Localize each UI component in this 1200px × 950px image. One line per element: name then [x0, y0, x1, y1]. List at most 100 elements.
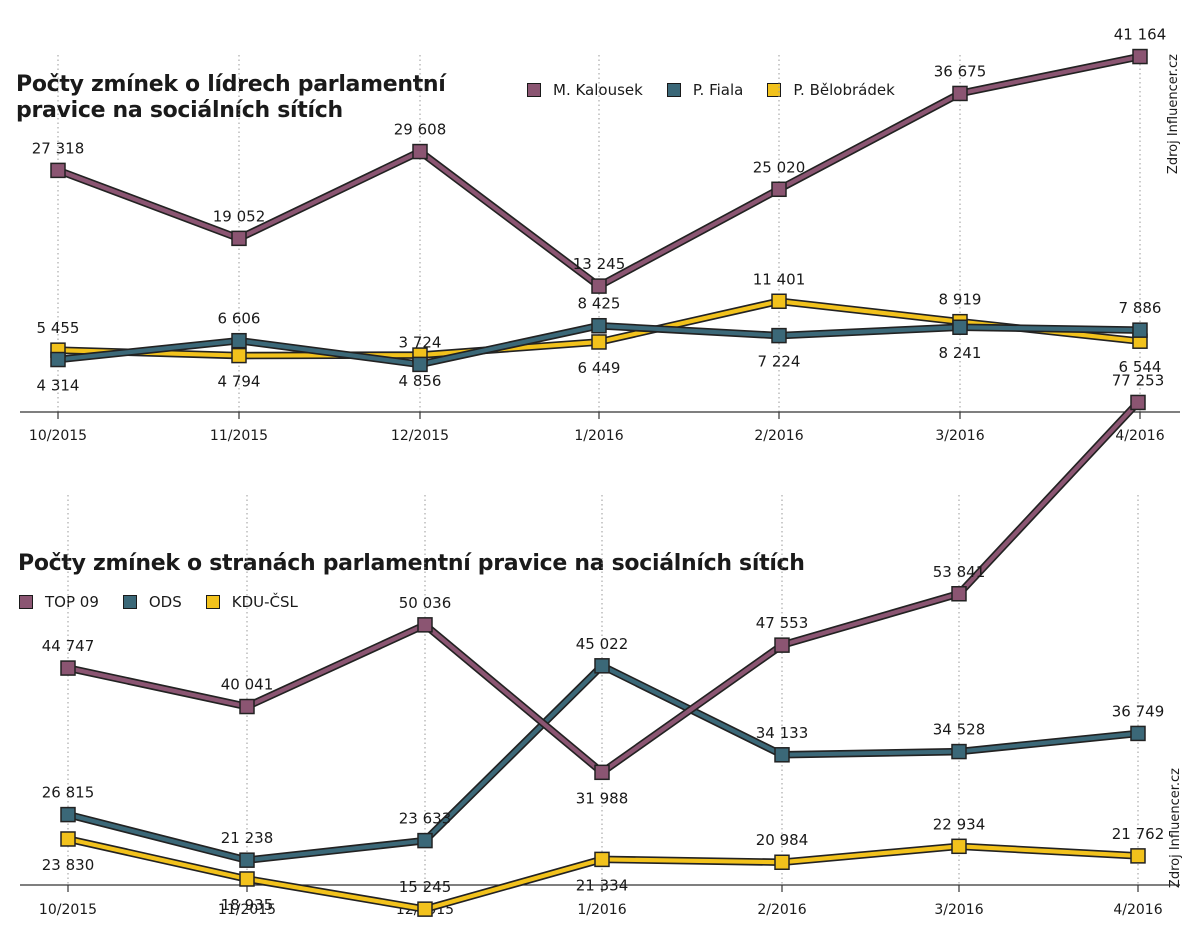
leaders-x-tick-label: 4/2016: [1115, 428, 1164, 444]
leaders-data-label-1-5: 8 241: [939, 344, 982, 362]
leaders-data-label-0-2: 29 608: [394, 121, 447, 139]
parties-data-label-0-0: 44 747: [42, 637, 95, 655]
leaders-point-2-3: [591, 334, 607, 350]
leaders-data-label-0-4: 25 020: [753, 158, 806, 176]
leaders-data-label-2-2: 4 856: [399, 372, 442, 390]
parties-point-0-4: [774, 637, 790, 653]
parties-point-0-2: [417, 617, 433, 633]
parties-data-label-1-1: 21 238: [221, 829, 274, 847]
leaders-point-0-4: [771, 181, 787, 198]
parties-x-tick-label: 1/2016: [577, 902, 626, 918]
leaders-data-label-2-3: 6 449: [578, 359, 621, 377]
leaders-point-2-4: [771, 293, 787, 310]
parties-data-label-0-5: 53 841: [933, 563, 986, 581]
leaders-point-0-3: [591, 278, 607, 294]
leaders-data-label-2-1: 4 794: [218, 373, 261, 391]
parties-data-label-2-0: 23 830: [42, 856, 95, 874]
leaders-data-label-0-0: 27 318: [32, 139, 85, 157]
parties-x-tick-label: 2/2016: [757, 902, 806, 918]
parties-point-0-3: [594, 764, 610, 781]
chart-title-leaders: Počty zmínek o lídrech parlamentní pravi…: [16, 72, 446, 123]
plot-leaders: 10/2015 11/2015 12/2015 1/2016 2/2016 3/2016 4…: [20, 26, 1180, 444]
parties-point-1-0: [60, 806, 76, 823]
legend-label-ods: ODS: [148, 593, 182, 611]
leaders-x-tick-label: 2/2016: [754, 428, 803, 444]
leaders-data-label-2-5: 8 919: [939, 291, 982, 309]
parties-data-label-1-0: 26 815: [42, 784, 95, 802]
legend-swatch-kalousek: [527, 83, 541, 97]
legend-label-kducsl: KDU-ČSL: [231, 593, 298, 611]
legend-item-kducsl: KDU-ČSL: [205, 593, 298, 611]
leaders-x-tick-label: 10/2015: [29, 428, 87, 444]
parties-data-label-1-5: 34 528: [933, 721, 986, 739]
parties-point-1-4: [774, 747, 790, 763]
parties-data-label-0-1: 40 041: [221, 676, 274, 694]
parties-series-line-0: [67, 401, 1140, 775]
legend-item-top09: TOP 09: [19, 593, 99, 611]
parties-point-0-6: [1130, 394, 1146, 411]
plot-parties: 10/2015 11/2015 12/2015 1/2016 2/2016 3/2016 4…: [20, 371, 1180, 918]
parties-point-1-3: [594, 658, 610, 674]
leaders-point-0-1: [231, 230, 247, 247]
parties-point-2-0: [60, 831, 76, 847]
parties-point-2-5: [951, 838, 967, 855]
parties-point-1-2: [417, 832, 433, 849]
leaders-point-1-6: [1132, 322, 1148, 338]
leaders-point-1-4: [771, 327, 787, 344]
leaders-point-1-2: [412, 356, 428, 373]
parties-data-label-1-2: 23 633: [399, 810, 452, 828]
legend-label-kalousek: M. Kalousek: [553, 81, 643, 99]
legend-swatch-belobradek: [767, 83, 782, 97]
legend-label-belobradek: P. Bělobrádek: [793, 81, 895, 99]
chart-title-parties: Počty zmínek o stranách parlamentní prav…: [18, 551, 805, 576]
leaders-point-0-6: [1132, 48, 1148, 65]
parties-point-2-2: [417, 901, 433, 917]
parties-data-label-0-3: 31 988: [576, 789, 629, 807]
leaders-data-label-1-0: 4 314: [37, 377, 80, 395]
leaders-data-label-1-6: 7 886: [1119, 299, 1162, 317]
leaders-x-tick-label: 1/2016: [574, 428, 623, 444]
parties-x-tick-label: 11/2015: [218, 902, 276, 918]
parties-point-2-6: [1130, 848, 1146, 864]
parties-point-0-0: [60, 660, 76, 676]
legend-item-ods: ODS: [122, 593, 182, 611]
legend-item-belobradek: P. Bělobrádek: [767, 81, 895, 99]
parties-data-label-2-5: 22 934: [933, 815, 986, 833]
leaders-data-label-2-4: 11 401: [753, 270, 806, 288]
parties-x-tick-label: 3/2016: [934, 902, 983, 918]
leaders-x-tick-label: 11/2015: [210, 428, 268, 444]
legend-parties: TOP 09 ODS KDU-ČSL: [19, 593, 298, 611]
parties-data-label-0-2: 50 036: [399, 594, 452, 612]
parties-point-2-3: [594, 851, 610, 868]
leaders-point-0-5: [952, 85, 968, 102]
leaders-x-tick-label: 3/2016: [935, 428, 984, 444]
legend-swatch-ods: [122, 595, 137, 609]
leaders-data-label-1-2: 3 724: [399, 333, 442, 351]
legend-swatch-kducsl: [205, 595, 220, 609]
leaders-point-1-0: [50, 351, 66, 368]
parties-data-label-2-3: 21 334: [576, 876, 629, 894]
leaders-point-0-0: [50, 162, 66, 179]
parties-point-2-1: [239, 871, 255, 887]
leaders-data-label-2-0: 5 455: [37, 319, 80, 337]
leaders-point-1-3: [591, 317, 607, 334]
leaders-series-line-0: [57, 54, 1141, 289]
leaders-point-0-2: [412, 143, 428, 160]
parties-data-label-0-4: 47 553: [756, 614, 809, 632]
parties-data-label-2-6: 21 762: [1112, 825, 1165, 843]
leaders-point-2-1: [231, 347, 247, 364]
leaders-data-label-1-1: 6 606: [218, 310, 261, 328]
legend-item-kalousek: M. Kalousek: [527, 81, 643, 99]
leaders-data-label-0-3: 13 245: [573, 255, 626, 273]
leaders-data-label-0-5: 36 675: [934, 62, 987, 80]
parties-series-outline-0: [67, 399, 1141, 777]
parties-point-0-1: [239, 698, 255, 715]
parties-data-label-1-3: 45 022: [576, 635, 629, 653]
legend-swatch-top09: [19, 595, 33, 609]
parties-data-label-0-6: 77 253: [1112, 371, 1165, 389]
legend-label-top09: TOP 09: [45, 593, 99, 611]
parties-point-1-1: [239, 852, 255, 868]
leaders-data-label-2-6: 6 544: [1119, 358, 1162, 376]
parties-point-1-5: [951, 743, 967, 760]
